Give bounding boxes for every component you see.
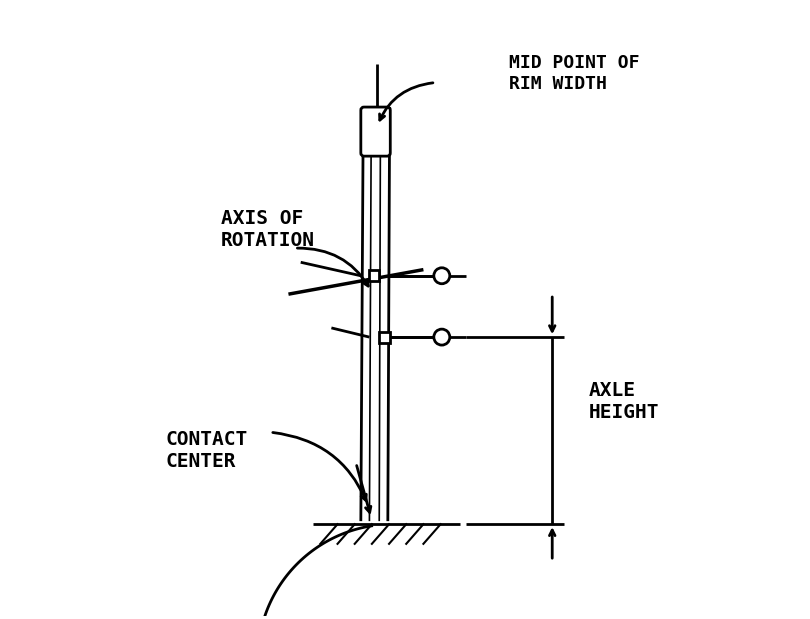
Circle shape — [434, 329, 450, 345]
Text: AXLE
HEIGHT: AXLE HEIGHT — [589, 381, 659, 422]
Bar — [369, 271, 379, 281]
Circle shape — [434, 268, 450, 284]
Text: AXIS OF
ROTATION: AXIS OF ROTATION — [221, 209, 315, 250]
Bar — [379, 332, 390, 343]
Text: CONTACT
CENTER: CONTACT CENTER — [166, 430, 248, 471]
Text: MID POINT OF
RIM WIDTH: MID POINT OF RIM WIDTH — [509, 54, 640, 93]
FancyBboxPatch shape — [360, 107, 390, 156]
